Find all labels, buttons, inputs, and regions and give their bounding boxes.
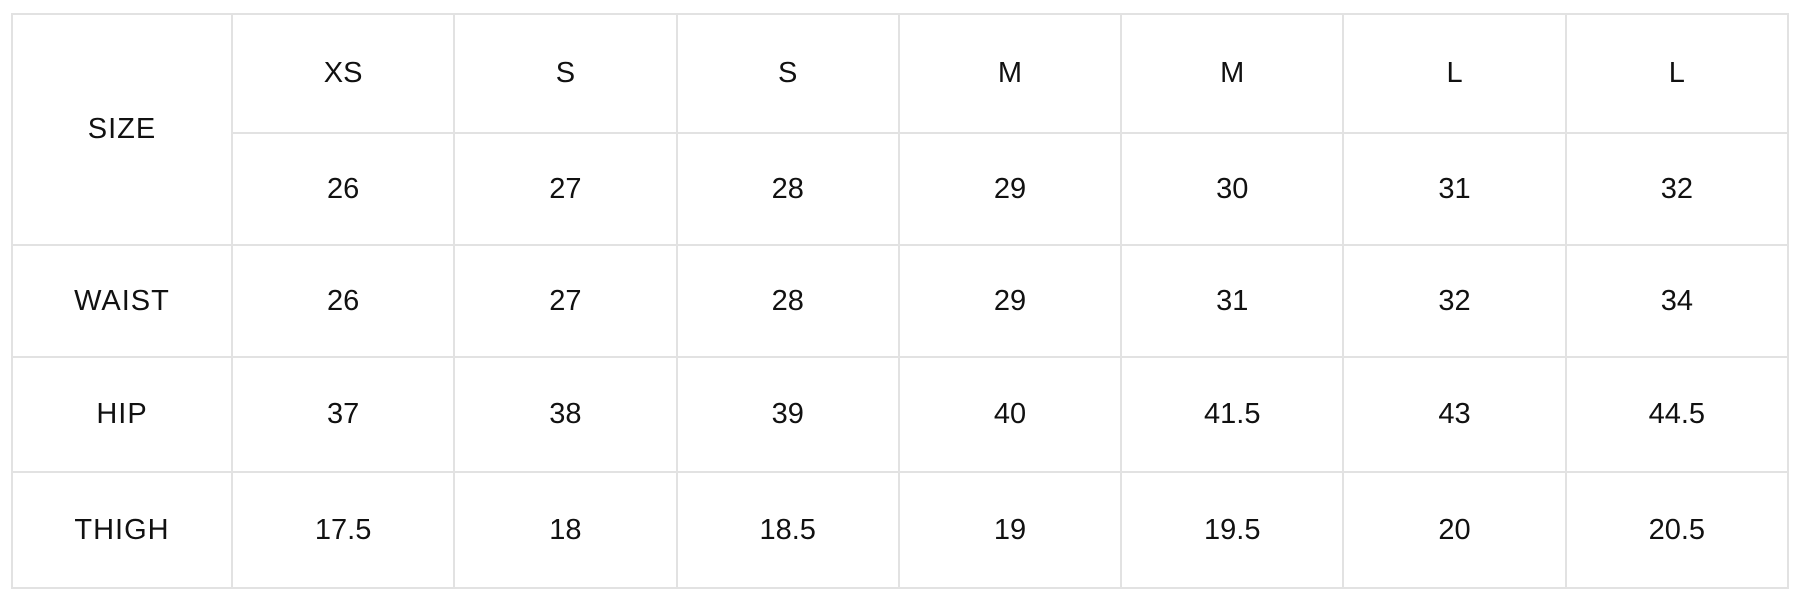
value-cell: 29 — [897, 244, 1123, 358]
numeric-size-cell: 27 — [453, 132, 678, 246]
value-cell: 41.5 — [1120, 356, 1345, 473]
value-cell: 39 — [675, 356, 900, 473]
letter-size-cell: S — [453, 13, 678, 134]
value-cell: 28 — [675, 244, 900, 358]
value-cell: 20.5 — [1564, 471, 1790, 589]
numeric-size-cell: 30 — [1120, 132, 1345, 246]
letter-size-row: SIZE XS S S M M L L — [11, 13, 1790, 246]
waist-row: WAIST 26 27 28 29 31 32 34 — [11, 244, 1790, 358]
value-cell: 40 — [897, 356, 1123, 473]
row-label: HIP — [11, 356, 233, 473]
value-cell: 38 — [453, 356, 678, 473]
value-cell: 27 — [453, 244, 678, 358]
letter-size-cell: M — [1120, 13, 1345, 134]
letter-size-cell: M — [897, 13, 1123, 134]
value-cell: 17.5 — [230, 471, 456, 589]
value-cell: 31 — [1120, 244, 1345, 358]
value-cell: 34 — [1564, 244, 1790, 358]
value-cell: 18.5 — [675, 471, 900, 589]
letter-size-cell: XS — [230, 13, 456, 134]
value-cell: 19 — [897, 471, 1123, 589]
letter-size-cell: L — [1564, 13, 1790, 134]
numeric-size-cell: 28 — [675, 132, 900, 246]
value-cell: 26 — [230, 244, 456, 358]
thigh-row: THIGH 17.5 18 18.5 19 19.5 20 20.5 — [11, 471, 1790, 589]
numeric-size-cell: 26 — [230, 132, 456, 246]
row-label: THIGH — [11, 471, 233, 589]
value-cell: 32 — [1342, 244, 1567, 358]
numeric-size-cell: 32 — [1564, 132, 1790, 246]
letter-size-cell: S — [675, 13, 900, 134]
numeric-size-cell: 29 — [897, 132, 1123, 246]
size-chart-table: SIZE XS S S M M L L 26 27 28 29 30 31 32… — [11, 13, 1790, 589]
numeric-size-cell: 31 — [1342, 132, 1567, 246]
value-cell: 18 — [453, 471, 678, 589]
size-label: SIZE — [11, 13, 233, 246]
value-cell: 20 — [1342, 471, 1567, 589]
value-cell: 19.5 — [1120, 471, 1345, 589]
letter-size-cell: L — [1342, 13, 1567, 134]
value-cell: 44.5 — [1564, 356, 1790, 473]
numeric-size-row: 26 27 28 29 30 31 32 — [12, 132, 1790, 246]
hip-row: HIP 37 38 39 40 41.5 43 44.5 — [11, 356, 1790, 473]
value-cell: 43 — [1342, 356, 1567, 473]
row-label: WAIST — [11, 244, 233, 358]
value-cell: 37 — [230, 356, 456, 473]
